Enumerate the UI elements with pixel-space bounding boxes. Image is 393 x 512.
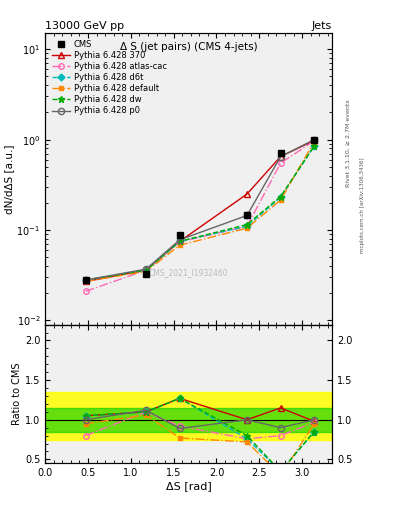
Legend: CMS, Pythia 6.428 370, Pythia 6.428 atlas-cac, Pythia 6.428 d6t, Pythia 6.428 de: CMS, Pythia 6.428 370, Pythia 6.428 atla…	[50, 37, 169, 118]
Text: CMS_2021_I1932460: CMS_2021_I1932460	[149, 268, 228, 276]
Text: Rivet 3.1.10, ≥ 2.7M events: Rivet 3.1.10, ≥ 2.7M events	[346, 99, 351, 187]
Text: 13000 GeV pp: 13000 GeV pp	[45, 20, 124, 31]
Text: Δ S (jet pairs) (CMS 4-jets): Δ S (jet pairs) (CMS 4-jets)	[120, 42, 257, 52]
Y-axis label: dN/dΔS [a.u.]: dN/dΔS [a.u.]	[4, 144, 14, 214]
Y-axis label: Ratio to CMS: Ratio to CMS	[12, 362, 22, 425]
Text: Jets: Jets	[312, 20, 332, 31]
X-axis label: ΔS [rad]: ΔS [rad]	[166, 481, 211, 491]
Text: mcplots.cern.ch [arXiv:1306.3436]: mcplots.cern.ch [arXiv:1306.3436]	[360, 157, 365, 252]
